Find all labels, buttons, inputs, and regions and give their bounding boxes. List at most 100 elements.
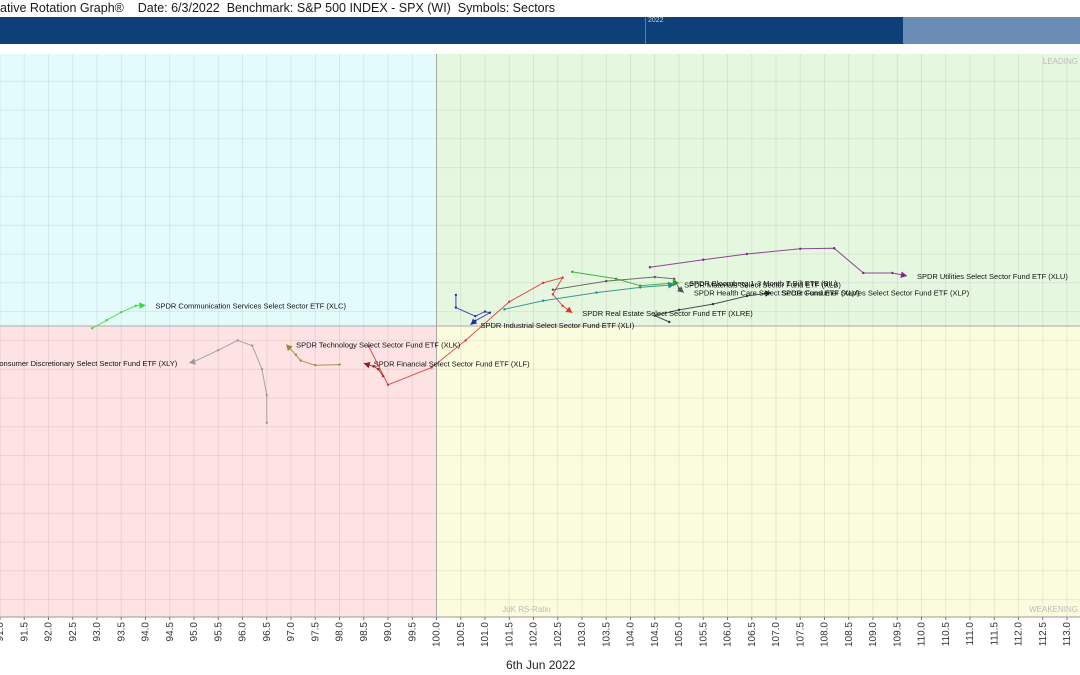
x-tick-label: 102.0	[529, 622, 540, 647]
sector-label: SPDR Real Estate Select Sector Fund ETF …	[582, 309, 753, 318]
sector-head-marker	[189, 358, 196, 365]
x-tick-label: 91.0	[0, 622, 6, 642]
title-bar: ative Rotation Graph® Date: 6/3/2022 Ben…	[0, 0, 1080, 17]
x-tick-label: 103.5	[601, 622, 612, 647]
sector-trail-point	[833, 247, 836, 250]
timeline-selection-window[interactable]	[903, 17, 1080, 44]
x-tick-label: 106.5	[747, 622, 758, 647]
sector-trail-point	[639, 286, 642, 289]
sector-trail-point	[386, 383, 390, 386]
sector-label: SPDR Financial Select Sector Fund ETF (X…	[374, 359, 530, 368]
sector-trail-point	[251, 344, 254, 347]
x-tick-label: 107.0	[771, 622, 782, 647]
sector-trail-point	[454, 293, 458, 297]
sector-trail-point	[265, 393, 268, 397]
sector-trail-point	[595, 291, 598, 294]
x-tick-label: 111.0	[965, 622, 976, 646]
chart-grid	[0, 54, 1080, 618]
sector-trail-point	[338, 363, 341, 366]
sector-head-marker	[363, 362, 371, 369]
sector-trail-point	[711, 302, 715, 306]
x-tick-label: 99.0	[383, 622, 394, 642]
sector-label: SPDR Communication Services Select Secto…	[156, 301, 347, 310]
x-tick-label: 98.0	[335, 622, 346, 642]
sector-trail-point	[745, 252, 749, 256]
sector-trail-point	[483, 310, 487, 313]
sector-trail-point	[508, 300, 511, 304]
chart-header-title: ative Rotation Graph® Date: 6/3/2022 Ben…	[0, 1, 556, 15]
x-tick-label: 93.5	[116, 622, 127, 642]
sector-trail-point	[605, 279, 608, 283]
sector-label: SPDR Bloomberg 1-3 Month T-Bill ETF (BIL…	[689, 279, 838, 288]
x-tick-label: 110.5	[941, 622, 952, 647]
sector-label: SPDR Technology Select Sector Fund ETF (…	[296, 340, 461, 349]
sector-label: SPDR Consumer Staples Select Sector Fund…	[781, 289, 969, 298]
quadrant-label-leading: LEADING	[1043, 57, 1078, 66]
sector-trail-point	[260, 368, 264, 371]
sector-trail-point	[372, 365, 375, 368]
sector-trail-point	[217, 348, 220, 352]
sector-trail-point	[891, 271, 894, 275]
x-tick-label: 111.5	[989, 622, 1000, 646]
sector-trail-point	[653, 275, 656, 279]
sector-trail-point	[488, 311, 492, 314]
sector-trail-point	[799, 247, 802, 251]
sector-head-marker	[677, 286, 684, 293]
sector-label: SPDR Consumer Discretionary Select Secto…	[0, 359, 178, 368]
sector-trail-point	[299, 359, 302, 362]
sector-trail-point	[314, 363, 317, 367]
x-tick-label: 104.0	[626, 622, 637, 647]
x-tick-label: 94.5	[165, 622, 176, 642]
timeline-year-label: 2022	[648, 17, 664, 24]
x-tick-label: 113.0	[1062, 622, 1073, 647]
x-tick-label: 98.5	[359, 622, 370, 642]
sector-trail-point	[648, 266, 652, 269]
sector-head-marker	[139, 302, 146, 309]
current-date-label: 6th Jun 2022	[506, 658, 576, 672]
sector-label: SPDR Health Care Select Sector Fund ETF …	[694, 289, 860, 298]
sector-label: SPDR Industrial Select Sector Fund ETF (…	[480, 321, 634, 330]
x-tick-label: 92.0	[44, 622, 55, 642]
x-tick-label: 105.0	[674, 622, 685, 647]
quadrant-backgrounds	[0, 54, 1080, 617]
x-tick-label: 103.0	[577, 622, 588, 647]
quadrant-lagging	[0, 326, 437, 617]
x-tick-label: 112.5	[1038, 622, 1049, 647]
date-footer: 6th Jun 2022	[0, 656, 1080, 675]
sector-label: SPDR Materials Select Sector Fund ETF (X…	[684, 281, 841, 290]
sector-trail-line	[189, 339, 268, 423]
sector-trail-point	[236, 339, 239, 342]
x-tick-label: 105.5	[698, 622, 709, 647]
center-axes	[0, 54, 1080, 617]
quadrant-label-weakening: WEAKENING	[1029, 605, 1078, 614]
x-tick-label: 100.0	[432, 622, 443, 647]
sector-trail-line	[368, 276, 573, 386]
x-tick-label: 106.0	[723, 622, 734, 647]
sector-trail-point	[561, 276, 564, 279]
sector-trail-point	[672, 277, 676, 280]
x-tick-label: 95.0	[189, 622, 200, 642]
sector-trail-point	[677, 308, 681, 312]
sector-trail-point	[120, 310, 123, 314]
x-tick-label: 97.0	[286, 622, 297, 642]
timeline-year-divider	[645, 17, 646, 44]
sector-trail-point	[105, 319, 108, 322]
sector-trail-point	[614, 277, 618, 280]
sector-trails	[90, 247, 908, 424]
sector-head-marker	[565, 306, 573, 313]
quadrant-leading	[436, 54, 1080, 326]
x-tick-label: 92.5	[68, 622, 79, 642]
x-tick-label: 108.0	[820, 622, 831, 647]
sector-trail-point	[542, 281, 545, 284]
x-tick-label: 93.0	[92, 622, 103, 642]
sector-trail-point	[265, 421, 268, 424]
x-tick-label: 107.5	[795, 622, 806, 647]
sector-trail-point	[702, 258, 705, 261]
timeline-navigator[interactable]: 2022	[0, 17, 1080, 44]
sector-trail-point	[668, 282, 671, 285]
sector-trail-point	[503, 308, 506, 311]
sector-trail-point	[90, 327, 94, 330]
x-axis-title: JdK RS-Ratio	[502, 605, 551, 614]
x-tick-label: 94.0	[141, 622, 152, 642]
sector-trail-point	[862, 271, 865, 275]
